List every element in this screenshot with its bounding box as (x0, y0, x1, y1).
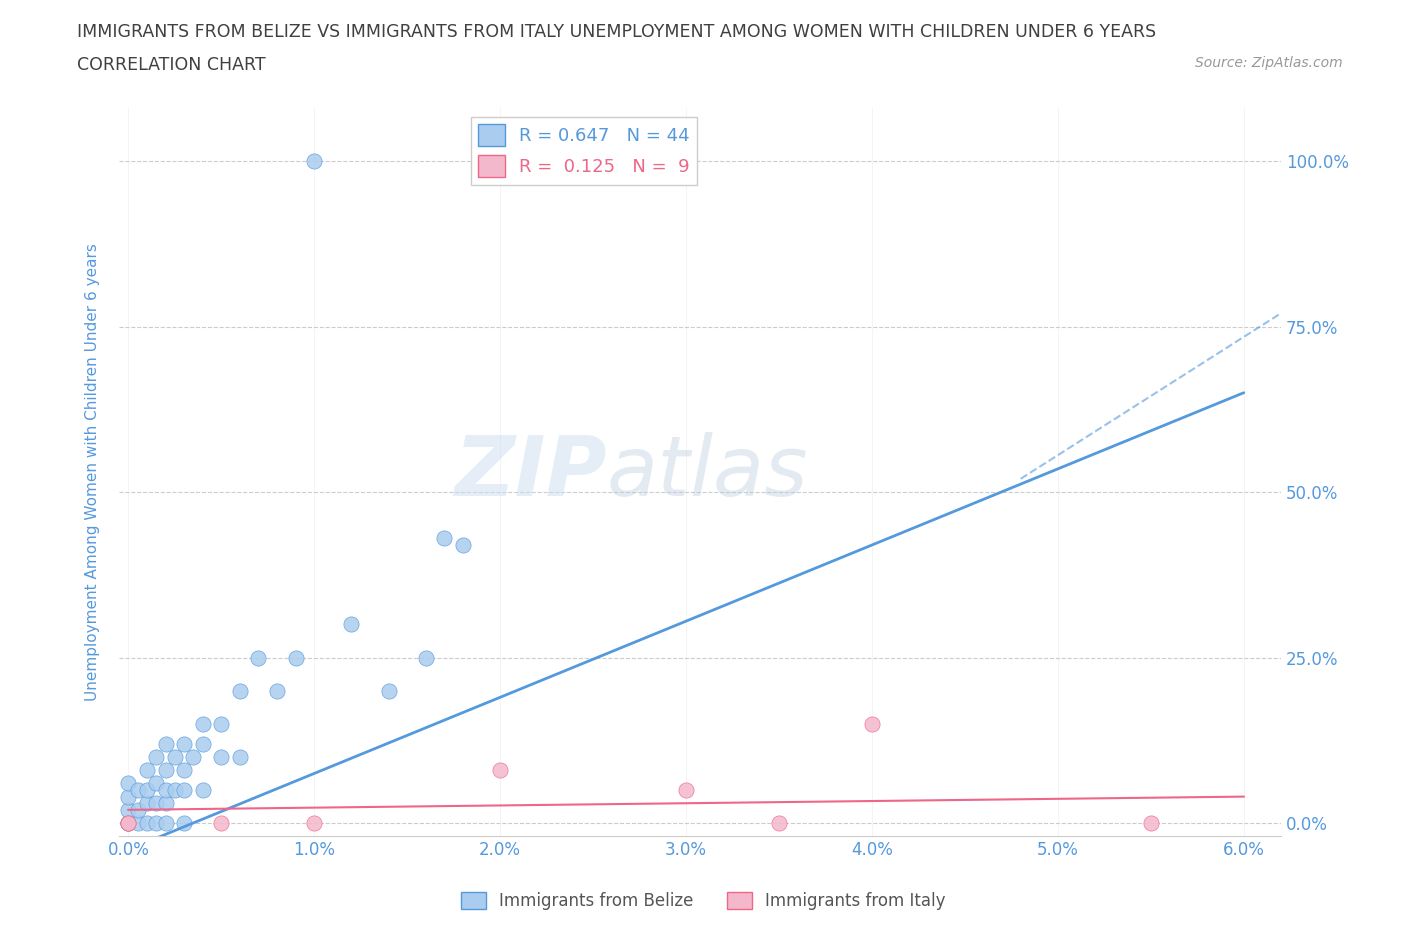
Point (247, 650, 270, 665)
Point (136, 763, 159, 777)
Point (117, 816, 139, 830)
Point (377, 684, 399, 698)
Point (229, 750, 252, 764)
Point (229, 684, 252, 698)
Point (117, 816, 139, 830)
Point (163, 782, 186, 797)
Point (1140, 816, 1163, 830)
Point (191, 782, 214, 797)
Point (191, 737, 214, 751)
Point (145, 776, 167, 790)
Point (163, 750, 186, 764)
Point (155, 816, 177, 830)
Point (127, 816, 149, 830)
Point (433, 531, 456, 546)
Point (266, 684, 288, 698)
Point (451, 538, 474, 552)
Point (127, 803, 149, 817)
Point (768, 816, 790, 830)
Text: Source: ZipAtlas.com: Source: ZipAtlas.com (1195, 56, 1343, 70)
Point (155, 782, 177, 797)
Point (136, 796, 159, 811)
Point (117, 803, 139, 817)
Point (284, 650, 307, 665)
Legend: Immigrants from Belize, Immigrants from Italy: Immigrants from Belize, Immigrants from … (454, 885, 952, 917)
Point (415, 650, 437, 665)
Point (145, 750, 167, 764)
Point (136, 816, 159, 830)
Point (340, 617, 363, 631)
Text: CORRELATION CHART: CORRELATION CHART (77, 56, 266, 73)
Point (136, 782, 159, 797)
Point (117, 816, 139, 830)
Text: IMMIGRANTS FROM BELIZE VS IMMIGRANTS FROM ITALY UNEMPLOYMENT AMONG WOMEN WITH CH: IMMIGRANTS FROM BELIZE VS IMMIGRANTS FRO… (77, 23, 1157, 41)
Point (145, 816, 167, 830)
Point (489, 763, 512, 777)
Point (209, 816, 232, 830)
Point (173, 737, 195, 751)
Point (173, 816, 195, 830)
Point (173, 782, 195, 797)
Point (155, 763, 177, 777)
Point (183, 750, 205, 764)
Point (117, 790, 139, 804)
Point (209, 716, 232, 731)
Text: atlas: atlas (607, 432, 808, 512)
Point (191, 716, 214, 731)
Point (209, 750, 232, 764)
Point (127, 782, 149, 797)
Point (304, 153, 326, 168)
Point (860, 716, 883, 731)
Y-axis label: Unemployment Among Women with Children Under 6 years: Unemployment Among Women with Children U… (86, 244, 100, 701)
Legend: R = 0.647   N = 44, R =  0.125   N =  9: R = 0.647 N = 44, R = 0.125 N = 9 (471, 117, 697, 184)
Point (117, 816, 139, 830)
Point (675, 782, 697, 797)
Point (155, 796, 177, 811)
Point (117, 776, 139, 790)
Point (173, 763, 195, 777)
Point (145, 796, 167, 811)
Point (155, 737, 177, 751)
Point (304, 816, 326, 830)
Text: ZIP: ZIP (454, 432, 607, 512)
